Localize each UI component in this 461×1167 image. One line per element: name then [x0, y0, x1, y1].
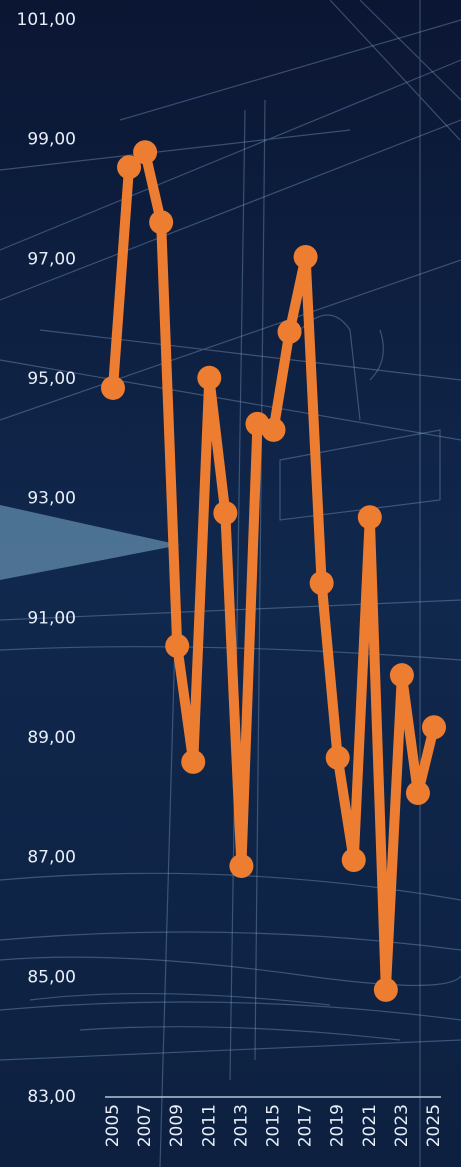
marker — [101, 375, 125, 400]
x-tick-label: 2005 — [103, 1104, 123, 1147]
y-tick-label: 95,00 — [27, 369, 76, 389]
marker — [309, 571, 334, 596]
x-tick-label: 2007 — [135, 1104, 155, 1147]
marker — [165, 633, 190, 658]
marker — [357, 505, 382, 530]
x-tick-label: 2013 — [231, 1104, 251, 1147]
y-tick-label: 91,00 — [27, 608, 76, 628]
marker — [293, 244, 318, 269]
marker — [405, 781, 430, 806]
marker — [341, 848, 366, 873]
x-tick-label: 2015 — [264, 1104, 284, 1147]
marker — [389, 663, 414, 688]
marker — [149, 210, 174, 235]
marker — [117, 155, 142, 180]
y-tick-label: 85,00 — [27, 967, 76, 987]
y-tick-label: 87,00 — [27, 848, 76, 868]
marker — [133, 140, 158, 165]
marker — [213, 501, 238, 526]
y-tick-label: 89,00 — [27, 728, 76, 748]
marker — [229, 854, 254, 879]
x-tick-label: 2019 — [328, 1104, 348, 1147]
y-tick-label: 93,00 — [27, 489, 76, 509]
y-tick-label: 97,00 — [27, 249, 76, 269]
y-tick-label: 83,00 — [27, 1087, 76, 1107]
marker — [181, 749, 206, 774]
marker — [277, 319, 302, 344]
y-tick-label: 101,00 — [17, 10, 76, 30]
marker — [373, 977, 398, 1002]
x-tick-label: 2021 — [360, 1104, 380, 1147]
marker — [261, 417, 286, 442]
marker — [325, 745, 350, 770]
x-tick-label: 2017 — [296, 1104, 316, 1147]
x-tick-label: 2023 — [392, 1104, 412, 1147]
x-tick-label: 2011 — [199, 1104, 219, 1147]
marker — [197, 365, 222, 390]
x-tick-label: 2025 — [424, 1104, 444, 1147]
y-tick-label: 99,00 — [27, 130, 76, 150]
marker — [422, 715, 446, 740]
x-tick-label: 2009 — [167, 1104, 187, 1147]
